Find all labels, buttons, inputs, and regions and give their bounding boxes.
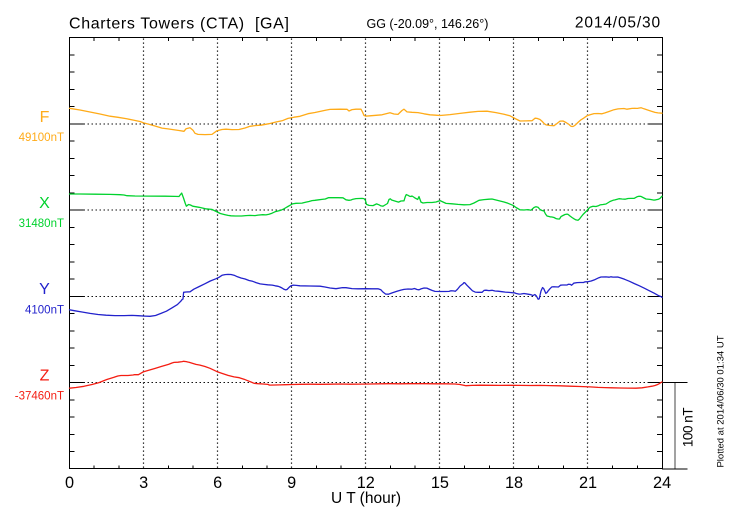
svg-text:15: 15 <box>431 474 449 492</box>
svg-text:F: F <box>40 109 50 126</box>
svg-text:21: 21 <box>579 474 597 492</box>
svg-text:Y: Y <box>39 281 50 298</box>
svg-text:Z: Z <box>40 368 50 385</box>
svg-text:X: X <box>39 195 50 212</box>
svg-text:31480nT: 31480nT <box>19 218 64 230</box>
svg-text:18: 18 <box>505 474 523 492</box>
svg-text:9: 9 <box>287 474 296 492</box>
svg-text:2014/05/30: 2014/05/30 <box>575 15 661 32</box>
svg-text:U T (hour): U T (hour) <box>331 490 401 507</box>
svg-text:3: 3 <box>139 474 148 492</box>
svg-text:Charters Towers (CTA) [GA]: Charters Towers (CTA) [GA] <box>69 16 290 33</box>
svg-text:6: 6 <box>213 474 222 492</box>
svg-text:4100nT: 4100nT <box>25 304 64 316</box>
svg-text:Plotted at 2014/06/30 01:34 UT: Plotted at 2014/06/30 01:34 UT <box>716 335 727 467</box>
svg-text:GG (-20.09°, 146.26°): GG (-20.09°, 146.26°) <box>367 17 489 31</box>
svg-text:0: 0 <box>65 474 74 492</box>
svg-text:24: 24 <box>653 474 671 492</box>
svg-text:100 nT: 100 nT <box>681 408 696 448</box>
svg-text:-37460nT: -37460nT <box>15 391 64 403</box>
svg-text:49100nT: 49100nT <box>19 132 64 144</box>
svg-text:12: 12 <box>357 474 375 492</box>
